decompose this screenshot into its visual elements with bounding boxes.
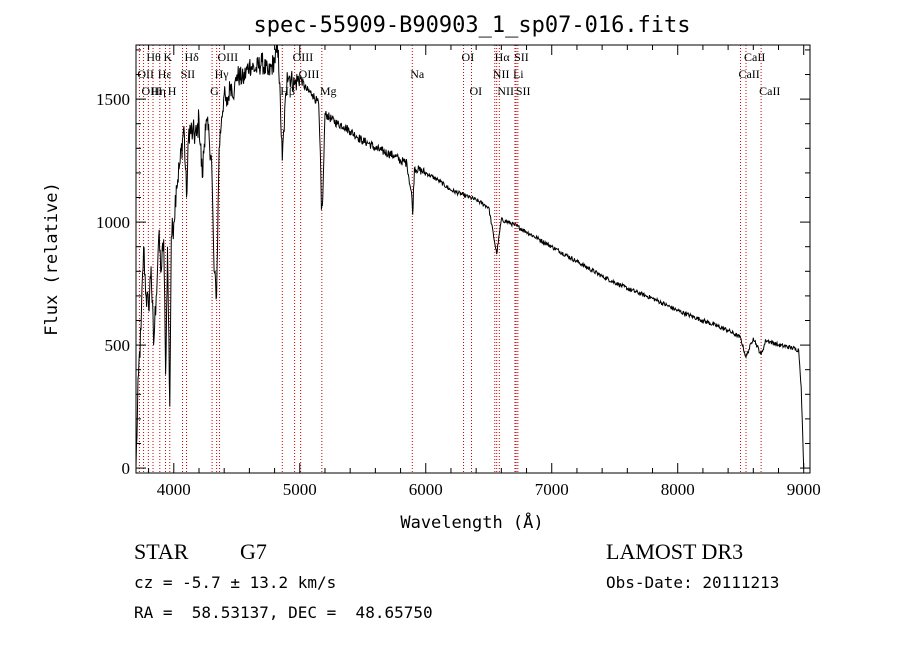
marker-label: Hε <box>158 67 172 81</box>
marker-label: Hθ <box>146 50 161 64</box>
spectrum-line <box>135 44 805 469</box>
x-tick-label: 5000 <box>283 480 317 499</box>
x-tick-label: 4000 <box>157 480 191 499</box>
ra-dec-line: RA = 58.53137, DEC = 48.65750 <box>134 603 433 622</box>
marker-label: H <box>168 84 177 98</box>
marker-label: CaII <box>738 67 759 81</box>
x-tick-labels: 4000 5000 6000 7000 8000 9000 <box>157 480 821 499</box>
spectral-line-labels: HθOIIOIIIHηHεKHSIIHδGOIIIHγHβOIIIOIIIMgN… <box>137 50 780 98</box>
x-tick-label: 9000 <box>787 480 821 499</box>
x-tick-label: 8000 <box>661 480 695 499</box>
chart-title: spec-55909-B90903_1_sp07-016.fits <box>253 13 690 38</box>
marker-label: Mg <box>320 84 337 98</box>
marker-label: Hδ <box>185 50 200 64</box>
marker-label: CaII <box>744 50 765 64</box>
object-class: STAR <box>134 539 189 564</box>
marker-label: Hγ <box>215 67 230 81</box>
x-tick-label: 7000 <box>535 480 569 499</box>
marker-label: OIII <box>299 67 320 81</box>
marker-label: Hη <box>151 84 166 98</box>
marker-label: SII <box>180 67 195 81</box>
marker-label: OI <box>462 50 475 64</box>
marker-label: OII <box>137 67 154 81</box>
x-axis-label: Wavelength (Å) <box>400 511 543 533</box>
marker-label: CaII <box>759 84 780 98</box>
object-subclass: G7 <box>240 539 267 564</box>
plot-frame <box>135 44 811 474</box>
marker-label: Na <box>410 67 425 81</box>
y-tick-label: 500 <box>105 336 131 355</box>
x-tick-label: 6000 <box>409 480 443 499</box>
marker-label: SII <box>516 84 531 98</box>
axis-ticks <box>136 45 810 473</box>
marker-label: OIII <box>293 50 314 64</box>
y-tick-label: 0 <box>122 459 131 478</box>
marker-label: Hβ <box>280 84 295 98</box>
redshift-line: cz = -5.7 ± 13.2 km/s <box>134 573 337 592</box>
spectral-line-markers <box>138 45 762 473</box>
marker-label: OIII <box>218 50 239 64</box>
marker-label: Hα <box>495 50 511 64</box>
y-tick-label: 1000 <box>96 213 130 232</box>
marker-label: NII <box>497 84 514 98</box>
obs-date: Obs-Date: 20111213 <box>606 573 780 592</box>
marker-label: SII <box>514 50 529 64</box>
survey-name: LAMOST DR3 <box>606 539 744 564</box>
y-tick-labels: 0 500 1000 1500 <box>96 90 130 478</box>
y-axis-label: Flux (relative) <box>42 182 62 336</box>
marker-label: NII <box>493 67 510 81</box>
y-tick-label: 1500 <box>96 90 130 109</box>
marker-label: K <box>163 50 172 64</box>
marker-label: G <box>210 84 219 98</box>
marker-label: Li <box>513 67 524 81</box>
marker-label: OI <box>469 84 482 98</box>
marker-label: OIII <box>142 84 163 98</box>
